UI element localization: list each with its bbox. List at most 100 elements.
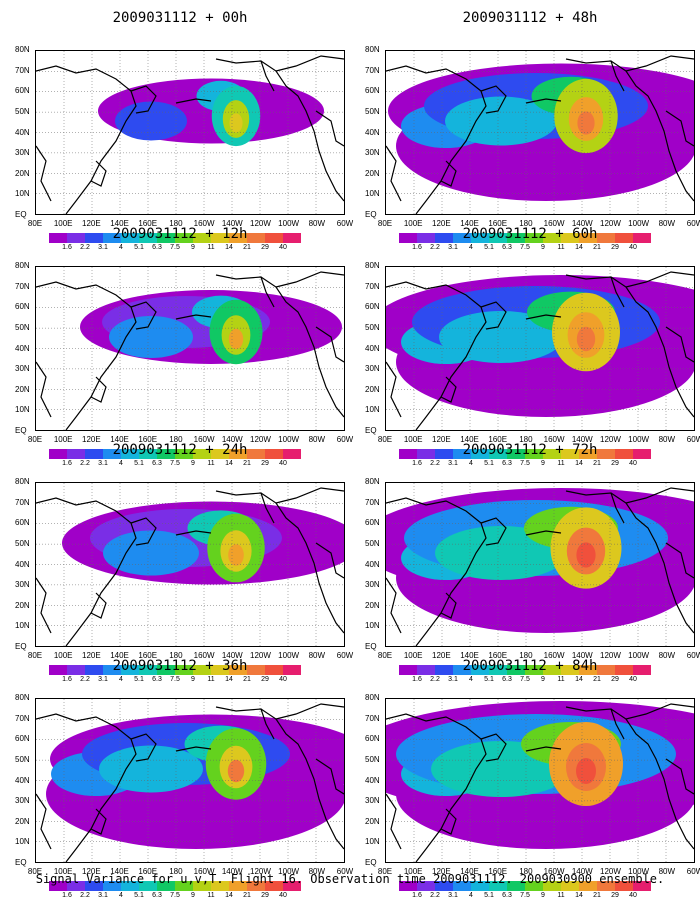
map-panel: 2009031112 + 12h 80N 70N 60N 50N 40N 30N 20N 10N… <box>15 226 353 467</box>
colorbar-label: 2.2 <box>80 676 90 683</box>
colorbar-swatch <box>67 449 85 459</box>
coastline <box>130 301 157 330</box>
longitude-label: 160W <box>543 435 565 444</box>
coastline <box>525 314 562 320</box>
colorbar-swatch <box>489 881 507 891</box>
colorbar-swatch <box>417 449 435 459</box>
latitude-label: 70N <box>15 497 30 507</box>
variance-field <box>36 267 344 430</box>
latitude-label: 70N <box>365 497 380 507</box>
latitude-label: 60N <box>15 734 30 744</box>
longitude-label: 60W <box>686 867 700 876</box>
colorbar-label: 2.2 <box>430 892 440 899</box>
coastline <box>90 376 107 403</box>
variance-contour <box>576 758 596 784</box>
latitude-label: 40N <box>365 343 380 353</box>
longitude-label: 120W <box>250 435 271 444</box>
colorbar-label: 3.1 <box>448 460 458 467</box>
colorbar-label: 3.1 <box>98 892 108 899</box>
longitude-label: 100E <box>53 435 73 444</box>
coastline <box>315 326 344 363</box>
colorbar-swatch <box>579 233 597 243</box>
colorbar-swatch <box>597 449 615 459</box>
longitude-label: 100E <box>403 867 423 876</box>
longitude-label: 140E <box>460 435 479 444</box>
coastline <box>175 746 212 752</box>
colorbar-label: 5.1 <box>134 892 144 899</box>
longitude-label: 180 <box>519 867 533 876</box>
coastline <box>315 110 344 147</box>
latitude-label: EQ <box>15 642 27 651</box>
latitude-label: 70N <box>365 713 380 723</box>
variance-field <box>36 483 344 646</box>
variance-contour <box>577 111 595 135</box>
colorbar-label: 11 <box>557 676 565 683</box>
colorbar-swatch <box>579 665 597 675</box>
longitude-label: 80W <box>308 219 326 228</box>
colorbar-label: 2.2 <box>80 244 90 251</box>
coastline <box>386 793 402 850</box>
coastline <box>260 276 344 418</box>
longitude-label: 120E <box>82 651 101 660</box>
colorbar-swatch <box>399 665 417 675</box>
colorbar-swatch <box>211 881 229 891</box>
latitude-label: 40N <box>365 775 380 785</box>
colorbar-label: 11 <box>207 244 215 251</box>
colorbar-label: 21 <box>243 460 251 467</box>
colorbar-label: 29 <box>261 244 269 251</box>
colorbar-label: 21 <box>243 892 251 899</box>
longitude-label: 140E <box>110 651 129 660</box>
colorbar-label: 29 <box>611 244 619 251</box>
latitude-label: 10N <box>15 189 30 199</box>
colorbar-label: 5.1 <box>484 460 494 467</box>
map-panel: 2009031112 + 24h 80N 70N 60N 50N 40N 30N 20N 10N… <box>15 442 353 683</box>
colorbar-label: 9 <box>191 892 195 899</box>
colorbar-swatch <box>597 881 615 891</box>
panel-title: 2009031112 + 00h <box>112 10 248 26</box>
colorbar-label: 3.1 <box>448 892 458 899</box>
colorbar-swatch <box>85 233 103 243</box>
longitude-label: 120E <box>432 435 451 444</box>
longitude-label: 180 <box>519 219 533 228</box>
longitude-label: 100E <box>403 651 423 660</box>
coastline <box>275 271 344 288</box>
colorbar-label: 1.6 <box>412 460 422 467</box>
coastline <box>175 314 212 320</box>
longitude-label: 160W <box>543 219 565 228</box>
coastline <box>565 706 625 740</box>
coastline <box>440 376 457 403</box>
coastline <box>386 145 402 202</box>
colorbar-label: 2.2 <box>80 460 90 467</box>
latitude-label: EQ <box>365 210 377 219</box>
longitude-label: 100E <box>53 651 73 660</box>
coastline <box>565 490 625 524</box>
panel-title: 2009031112 + 36h <box>112 658 248 674</box>
latitude-label: 20N <box>365 600 380 610</box>
colorbar-swatch <box>229 665 247 675</box>
colorbar-label: 7.5 <box>170 460 180 467</box>
longitude-label: 140W <box>571 651 593 660</box>
latitude-label: 10N <box>365 621 380 631</box>
longitude-label: 100E <box>403 219 423 228</box>
longitude-label: 120W <box>250 651 271 660</box>
longitude-label: 80E <box>27 435 43 444</box>
latitude-label: 80N <box>15 261 30 270</box>
longitude-axis: 80E 100E 120E 140E 160E 180 160W 140W 120W 100W 80… <box>378 219 700 231</box>
colorbar-label: 6.3 <box>152 460 162 467</box>
latitude-label: EQ <box>365 858 377 867</box>
longitude-label: 80W <box>658 867 676 876</box>
colorbar-label: 4 <box>469 244 473 251</box>
colorbar-swatch <box>193 881 211 891</box>
latitude-label: 50N <box>365 322 380 332</box>
coastline <box>260 60 344 202</box>
colorbar-swatch <box>247 449 265 459</box>
map-plot <box>385 266 695 431</box>
colorbar-swatch <box>49 881 67 891</box>
latitude-label: 70N <box>15 281 30 291</box>
colorbar-label: 40 <box>629 244 637 251</box>
colorbar-label: 7.5 <box>170 892 180 899</box>
colorbar-swatch <box>121 449 139 459</box>
colorbar-label: 3.1 <box>98 460 108 467</box>
colorbar-label: 6.3 <box>502 676 512 683</box>
latitude-label: 20N <box>15 816 30 826</box>
